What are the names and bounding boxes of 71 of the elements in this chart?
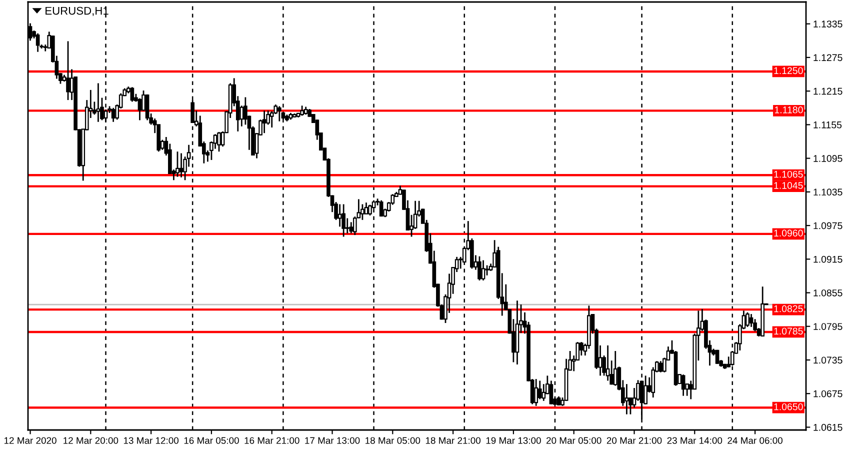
candlestick: [538, 380, 542, 400]
candlestick: [145, 94, 150, 121]
candlestick: [485, 264, 489, 276]
y-tick-label: 1.0675: [814, 390, 842, 398]
candlestick: [349, 221, 354, 234]
candlestick: [240, 104, 244, 128]
y-tick-label: 1.0915: [814, 256, 842, 263]
x-tick-label: 19 Mar 13:00: [486, 437, 541, 444]
candlestick: [66, 40, 70, 101]
candlestick: [342, 204, 346, 238]
ref-line-label: 1.0825: [774, 305, 803, 312]
candlestick: [379, 200, 384, 218]
ref-line-label: 1.1180: [774, 106, 803, 114]
candlestick: [579, 341, 584, 356]
x-tick-label: 18 Mar 05:00: [366, 437, 420, 444]
ref-line-label: 1.1065: [774, 170, 803, 178]
x-tick-label: 20 Mar 05:00: [546, 437, 602, 444]
candlestick: [130, 86, 134, 102]
candlestick: [613, 350, 618, 386]
y-tick-label: 1.1155: [814, 122, 842, 128]
candlestick: [534, 378, 538, 407]
candlestick: [715, 349, 720, 365]
ref-line-label: 1.1045: [774, 182, 803, 189]
ref-line-label: 1.0785: [774, 328, 803, 335]
x-tick-label: 16 Mar 05:00: [184, 437, 239, 444]
x-tick-label: 18 Mar 21:00: [426, 437, 481, 444]
candlestick: [111, 107, 116, 123]
x-tick-label: 23 Mar 14:00: [667, 437, 722, 444]
candlestick: [262, 110, 266, 134]
candlestick: [277, 106, 282, 122]
candlestick: [478, 256, 482, 282]
candlestick: [176, 150, 180, 178]
ref-line-label: 1.1250: [774, 67, 803, 74]
y-tick-label: 1.1035: [814, 188, 842, 196]
candlestick: [753, 318, 757, 332]
y-tick-label: 1.1335: [814, 20, 842, 28]
y-tick-label: 1.1215: [814, 88, 842, 95]
candlestick: [606, 344, 610, 382]
y-tick-label: 1.0855: [814, 289, 842, 296]
candlestick: [300, 104, 304, 116]
candlestick: [179, 152, 184, 178]
x-tick-label: 24 Mar 06:00: [728, 437, 782, 444]
y-tick-label: 1.1095: [814, 155, 842, 162]
candlestick: [217, 131, 221, 152]
candlestick: [352, 216, 357, 236]
chart-title: EURUSD,H1: [46, 6, 108, 16]
y-tick-label: 1.1275: [814, 54, 842, 62]
candlestick: [138, 98, 142, 121]
candlestick: [96, 82, 100, 123]
candlestick: [749, 313, 754, 328]
x-tick-label: 16 Mar 21:00: [244, 437, 300, 444]
x-tick-label: 12 Mar 2020: [4, 437, 56, 444]
candlestick: [36, 32, 40, 53]
candlestick: [624, 383, 629, 416]
ref-line-label: 1.0650: [774, 403, 803, 410]
y-tick-label: 1.0795: [814, 323, 842, 330]
y-tick-label: 1.0615: [814, 424, 842, 431]
y-tick-label: 1.0975: [814, 222, 842, 230]
candlestick: [658, 360, 663, 373]
ref-line-label: 1.0960: [774, 230, 803, 237]
candlestick: [244, 96, 248, 126]
x-tick-label: 17 Mar 13:00: [305, 437, 360, 444]
x-tick-label: 20 Mar 21:00: [606, 437, 662, 444]
candlestick: [338, 204, 342, 228]
candlestick: [542, 383, 546, 402]
candlestick: [746, 312, 750, 328]
x-tick-label: 13 Mar 12:00: [124, 437, 179, 444]
candlestick: [681, 374, 686, 397]
y-tick-label: 1.0735: [814, 356, 842, 364]
candlestick: [481, 260, 486, 282]
x-tick-label: 12 Mar 20:00: [64, 437, 118, 444]
